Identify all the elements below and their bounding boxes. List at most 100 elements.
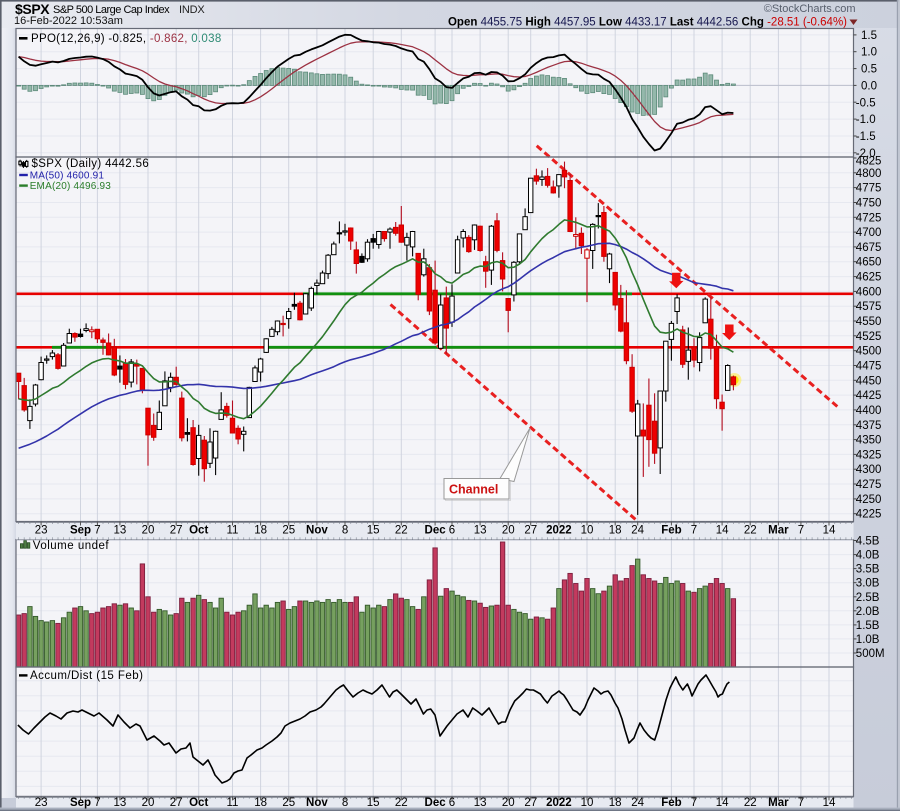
svg-text:2.5B: 2.5B — [856, 592, 880, 604]
svg-text:Oct: Oct — [189, 525, 208, 537]
svg-text:14: 14 — [823, 797, 836, 809]
svg-text:Channel: Channel — [449, 483, 498, 497]
svg-text:1.5: 1.5 — [861, 30, 877, 42]
svg-text:7: 7 — [94, 797, 100, 809]
svg-text:27: 27 — [524, 797, 537, 809]
svg-text:Nov: Nov — [306, 797, 328, 809]
svg-text:Mar: Mar — [768, 525, 789, 537]
svg-text:13: 13 — [114, 525, 127, 537]
svg-text:Volume undef: Volume undef — [33, 540, 110, 552]
svg-text:3.0B: 3.0B — [856, 578, 880, 590]
svg-text:0.0: 0.0 — [861, 80, 877, 92]
svg-text:Feb: Feb — [661, 797, 681, 809]
svg-text:4625: 4625 — [856, 272, 882, 284]
svg-text:13: 13 — [114, 797, 127, 809]
svg-text:27: 27 — [170, 525, 183, 537]
svg-text:7: 7 — [691, 525, 697, 537]
svg-text:22: 22 — [744, 525, 757, 537]
svg-text:16-Feb-2022 10:53am: 16-Feb-2022 10:53am — [14, 15, 123, 27]
svg-text:10: 10 — [581, 525, 594, 537]
svg-text:22: 22 — [395, 797, 408, 809]
svg-text:18: 18 — [609, 797, 622, 809]
svg-text:4400: 4400 — [856, 405, 882, 417]
svg-text:20: 20 — [142, 797, 155, 809]
svg-text:4225: 4225 — [856, 509, 882, 521]
svg-text:20: 20 — [502, 797, 515, 809]
svg-text:Dec: Dec — [425, 797, 447, 809]
svg-text:-2.0: -2.0 — [856, 148, 876, 160]
svg-text:MA(50) 4600.91: MA(50) 4600.91 — [30, 170, 105, 181]
svg-text:4250: 4250 — [856, 494, 882, 506]
svg-text:$SPX (Daily) 4442.56: $SPX (Daily) 4442.56 — [32, 158, 150, 170]
svg-text:14: 14 — [716, 797, 729, 809]
svg-text:15: 15 — [367, 525, 380, 537]
svg-text:Dec: Dec — [425, 525, 447, 537]
svg-text:15: 15 — [367, 797, 380, 809]
svg-text:13: 13 — [474, 525, 487, 537]
svg-text:20: 20 — [502, 525, 515, 537]
svg-text:7: 7 — [798, 797, 804, 809]
svg-text:©StockCharts.com: ©StockCharts.com — [764, 3, 856, 15]
svg-text:1.5B: 1.5B — [856, 620, 880, 632]
svg-text:4325: 4325 — [856, 449, 882, 461]
svg-text:14: 14 — [823, 525, 836, 537]
svg-text:500M: 500M — [856, 648, 885, 660]
svg-text:Oct: Oct — [189, 797, 208, 809]
svg-text:4550: 4550 — [856, 316, 882, 328]
svg-text:2022: 2022 — [546, 525, 572, 537]
svg-text:4525: 4525 — [856, 331, 882, 343]
svg-text:8: 8 — [342, 797, 348, 809]
svg-text:4450: 4450 — [856, 375, 882, 387]
svg-text:4500: 4500 — [856, 346, 882, 358]
svg-text:2022: 2022 — [546, 797, 572, 809]
svg-text:Accum/Dist (15 Feb): Accum/Dist (15 Feb) — [30, 670, 143, 682]
svg-text:7: 7 — [94, 525, 100, 537]
svg-text:4350: 4350 — [856, 435, 882, 447]
svg-text:22: 22 — [395, 525, 408, 537]
svg-text:4275: 4275 — [856, 479, 882, 491]
svg-text:27: 27 — [170, 797, 183, 809]
svg-text:27: 27 — [524, 525, 537, 537]
svg-text:25: 25 — [282, 525, 295, 537]
svg-text:7: 7 — [691, 797, 697, 809]
svg-text:24: 24 — [631, 797, 644, 809]
svg-text:4700: 4700 — [856, 227, 882, 239]
svg-text:Open 4455.75 High 4457.95 Low: Open 4455.75 High 4457.95 Low 4433.17 La… — [448, 17, 847, 29]
svg-text:Nov: Nov — [306, 525, 328, 537]
svg-text:10: 10 — [581, 797, 594, 809]
svg-text:4425: 4425 — [856, 390, 882, 402]
svg-text:1.0: 1.0 — [861, 47, 877, 59]
svg-text:3.5B: 3.5B — [856, 564, 880, 576]
svg-text:Feb: Feb — [661, 525, 681, 537]
svg-text:4825: 4825 — [856, 155, 882, 167]
svg-text:18: 18 — [609, 525, 622, 537]
svg-text:4725: 4725 — [856, 212, 882, 224]
svg-text:4.5B: 4.5B — [856, 536, 880, 548]
svg-text:23: 23 — [35, 525, 48, 537]
svg-text:13: 13 — [474, 797, 487, 809]
svg-text:8: 8 — [342, 525, 348, 537]
svg-text:4650: 4650 — [856, 257, 882, 269]
svg-text:22: 22 — [744, 797, 757, 809]
svg-text:4300: 4300 — [856, 464, 882, 476]
svg-text:-0.5: -0.5 — [856, 97, 876, 109]
svg-text:INDX: INDX — [179, 4, 205, 16]
svg-text:6: 6 — [449, 525, 455, 537]
svg-text:4575: 4575 — [856, 301, 882, 313]
svg-text:4375: 4375 — [856, 420, 882, 432]
svg-text:24: 24 — [631, 525, 644, 537]
svg-text:0.5: 0.5 — [861, 64, 877, 76]
svg-text:2.0B: 2.0B — [856, 606, 880, 618]
svg-text:4475: 4475 — [856, 360, 882, 372]
svg-text:Sep: Sep — [70, 525, 91, 537]
svg-text:-1.0: -1.0 — [856, 114, 876, 126]
svg-text:7: 7 — [798, 525, 804, 537]
svg-text:6: 6 — [449, 797, 455, 809]
svg-text:4750: 4750 — [856, 197, 882, 209]
svg-text:EMA(20) 4496.93: EMA(20) 4496.93 — [30, 181, 112, 192]
svg-text:4600: 4600 — [856, 286, 882, 298]
svg-text:PPO(12,26,9) -0.825, -0.862, 0: PPO(12,26,9) -0.825, -0.862, 0.038 — [31, 33, 222, 45]
svg-text:4800: 4800 — [856, 168, 882, 180]
svg-text:Mar: Mar — [768, 797, 789, 809]
svg-text:S&P 500 Large Cap Index: S&P 500 Large Cap Index — [53, 4, 170, 16]
